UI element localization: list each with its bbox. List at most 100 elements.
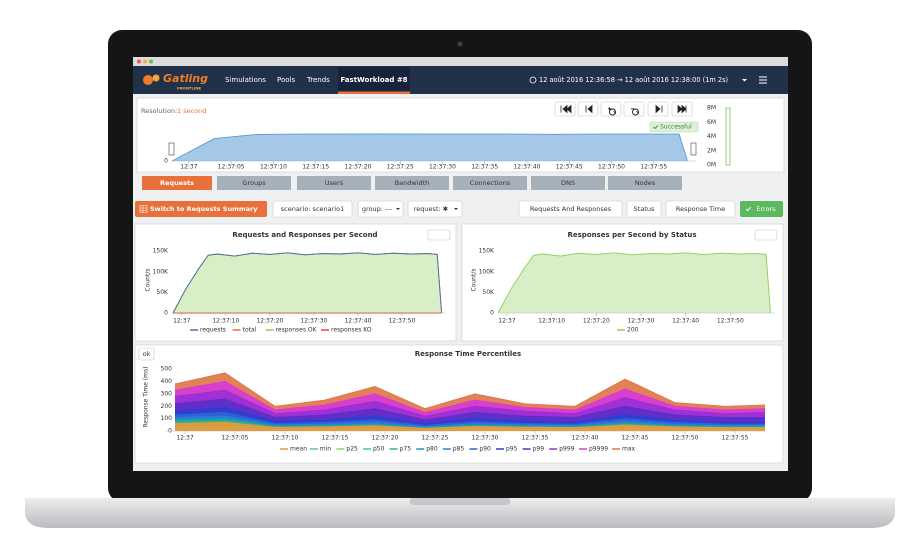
legend-label[interactable]: total xyxy=(243,327,257,334)
bar xyxy=(725,107,731,166)
y-tick-label: 4M xyxy=(707,133,716,140)
y-tick-label: 500 xyxy=(161,366,173,373)
tab[interactable] xyxy=(608,176,682,190)
resolution-value[interactable]: 1 second xyxy=(177,107,206,115)
y-axis-label: Response Time (ms) xyxy=(143,367,150,428)
series-line xyxy=(497,252,771,314)
legend-label[interactable]: max xyxy=(622,446,636,453)
status-text: Successful xyxy=(660,124,692,131)
view-button[interactable] xyxy=(740,201,783,217)
nav-active-underline xyxy=(338,91,410,94)
ok-button[interactable] xyxy=(138,347,155,361)
logo-icon xyxy=(143,75,153,85)
nav-item[interactable]: Trends xyxy=(306,76,330,84)
legend-label[interactable]: p75 xyxy=(400,446,412,453)
series-line xyxy=(174,398,765,421)
status-badge xyxy=(649,121,699,133)
tab[interactable] xyxy=(531,176,605,190)
range-handle[interactable] xyxy=(690,142,697,156)
x-tick-label: 12:37:30 xyxy=(627,318,654,325)
legend-label[interactable]: requests xyxy=(200,327,226,334)
tab[interactable] xyxy=(375,176,449,190)
filter-button[interactable] xyxy=(272,200,353,218)
nav-item[interactable]: Pools xyxy=(277,76,295,84)
series-line xyxy=(174,372,766,410)
caret xyxy=(396,208,400,210)
x-tick-label: 12:37:40 xyxy=(572,435,599,442)
tab-label: Requests xyxy=(160,179,194,187)
legend-label[interactable]: p85 xyxy=(453,446,465,453)
nav-item[interactable]: FastWorkload #8 xyxy=(340,76,407,84)
legend-label[interactable]: min xyxy=(320,446,332,453)
tab[interactable] xyxy=(453,176,527,190)
camera xyxy=(457,41,463,47)
x-tick-label: 12:37:20 xyxy=(256,318,283,325)
x-tick-label: 12:37:10 xyxy=(212,318,239,325)
y-tick-label: 8M xyxy=(707,105,716,112)
legend-label[interactable]: p95 xyxy=(506,446,518,453)
x-tick-label: 12:37:50 xyxy=(388,318,415,325)
export-buttons[interactable] xyxy=(754,229,778,241)
tab[interactable] xyxy=(297,176,371,190)
logo[interactable]: Gatling xyxy=(163,72,208,85)
view-button[interactable] xyxy=(626,200,662,218)
series-line xyxy=(174,381,766,413)
icon xyxy=(631,108,640,116)
view-button[interactable] xyxy=(518,200,623,218)
area-fill xyxy=(173,252,442,313)
logo-icon xyxy=(152,74,160,82)
series-line xyxy=(174,421,765,429)
legend-label[interactable]: p9999 xyxy=(589,446,608,453)
x-tick-label: 12:37:10 xyxy=(260,164,287,171)
y-tick-label: 0 xyxy=(164,158,168,165)
caret xyxy=(742,79,747,82)
area-fill xyxy=(175,422,765,431)
x-tick-label: 12:37:35 xyxy=(522,435,549,442)
legend-label[interactable]: responses OK xyxy=(276,327,318,334)
ok-button-text: ok xyxy=(143,350,151,358)
x-tick-label: 12:37:45 xyxy=(556,164,583,171)
filter-button[interactable] xyxy=(407,200,463,218)
legend-label[interactable]: 200 xyxy=(627,327,639,334)
filter-button[interactable] xyxy=(357,200,404,218)
legend-label[interactable]: responses KO xyxy=(331,327,372,334)
summary-button[interactable] xyxy=(135,201,267,217)
y-tick-label: 50K xyxy=(482,289,495,296)
tab[interactable] xyxy=(217,176,291,190)
nav-active-bg xyxy=(338,67,410,94)
menu-icon[interactable] xyxy=(759,76,767,84)
time-range[interactable]: 12 août 2016 12:36:58 → 12 août 2016 12:… xyxy=(539,76,728,84)
legend-label[interactable]: mean xyxy=(290,446,307,453)
window-dot[interactable] xyxy=(143,59,147,64)
tab-label: DNS xyxy=(561,179,575,187)
series-line xyxy=(174,418,765,428)
legend-label[interactable]: p80 xyxy=(426,446,438,453)
filter-text: group: --- xyxy=(362,205,393,213)
window-dot[interactable] xyxy=(149,59,153,64)
view-button[interactable] xyxy=(665,200,736,218)
tab-label: Groups xyxy=(242,179,266,187)
y-tick-label: 6M xyxy=(707,119,716,126)
nav-item[interactable]: Simulations xyxy=(225,76,266,84)
range-handle[interactable] xyxy=(168,142,175,156)
view-text: Errors xyxy=(756,205,776,213)
legend-label[interactable]: p90 xyxy=(479,446,491,453)
export-buttons[interactable] xyxy=(427,229,451,241)
x-tick-label: 12:37:55 xyxy=(722,435,749,442)
legend-label[interactable]: p999 xyxy=(559,446,574,453)
x-tick-label: 12:37:10 xyxy=(538,318,565,325)
view-text: Requests And Responses xyxy=(530,205,612,213)
legend-label[interactable]: p50 xyxy=(373,446,385,453)
tab[interactable] xyxy=(142,176,212,190)
legend-label[interactable]: p25 xyxy=(346,446,358,453)
legend-label[interactable]: p99 xyxy=(533,446,545,453)
view-text: Status xyxy=(634,205,655,213)
x-tick-label: 12:37 xyxy=(180,164,197,171)
filter-text: scenario: scenario1 xyxy=(281,205,344,213)
x-tick-label: 12:37:45 xyxy=(622,435,649,442)
x-tick-label: 12:37:05 xyxy=(222,435,249,442)
window-dot[interactable] xyxy=(137,59,141,64)
icon xyxy=(560,104,572,114)
caret xyxy=(454,208,458,210)
